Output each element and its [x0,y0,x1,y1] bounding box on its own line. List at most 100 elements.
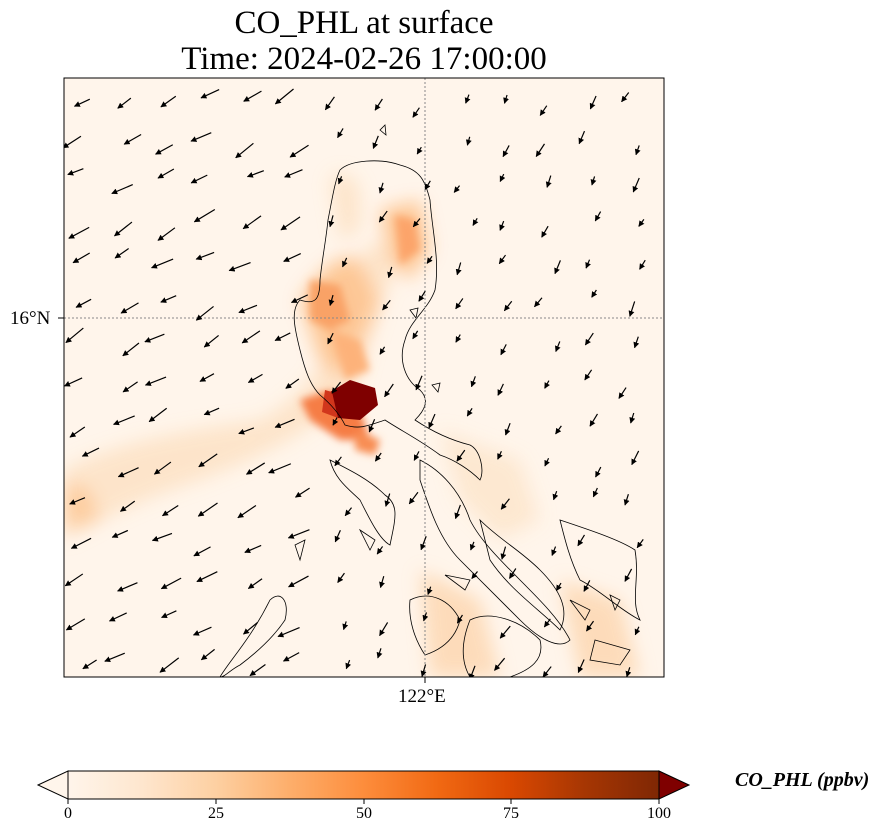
wind-arrow [376,546,384,555]
wind-arrow [242,215,262,230]
wind-arrow [554,260,561,275]
wind-arrow [499,173,506,183]
wind-arrow [629,412,636,424]
wind-arrow [424,180,431,191]
wind-arrow [372,135,379,149]
wind-arrow [412,330,419,340]
wind-arrow [544,457,550,467]
wind-arrow [68,226,90,239]
wind-arrow [503,94,509,104]
wind-arrow [623,494,630,506]
wind-arrow [379,346,386,355]
wind-arrow [384,383,394,398]
wind-arrow [456,449,466,462]
wind-arrow [243,90,262,102]
wind-arrow [577,659,585,674]
wind-arrow [384,493,391,507]
wind-arrow [420,536,427,551]
wind-arrow [499,625,511,639]
wind-arrow [117,582,138,592]
wind-arrow [122,342,140,357]
wind-arrow [327,332,334,345]
wind-arrow [268,463,292,474]
wind-arrow [455,334,462,343]
wind-arrow [504,422,511,436]
wind-arrow [155,144,174,155]
wind-arrow [413,451,420,461]
wind-arrow [288,575,309,588]
wind-arrow [422,612,429,622]
wind-arrow [454,504,461,520]
wind-arrow [345,659,352,670]
wind-arrow [122,381,138,393]
wind-arrow [157,227,176,241]
coastline [219,124,641,677]
wind-arrow [246,170,265,178]
wind-arrow [157,168,175,179]
wind-arrow [193,208,216,223]
wind-arrow [148,407,168,423]
wind-arrow [631,450,640,466]
wind-arrow [283,253,301,262]
wind-arrow [584,369,593,381]
colorbar-tick-50: 50 [356,805,372,822]
wind-arrow [228,262,251,272]
wind-arrow [324,96,335,111]
map-title-time: Time: 2024-02-26 17:00:00 [181,41,547,77]
wind-arrow [64,135,82,149]
wind-arrow [497,450,503,460]
wind-arrow [190,132,212,142]
wind-arrow [120,500,136,512]
wind-arrow [344,507,353,517]
wind-arrow [111,529,129,538]
wind-arrow [387,266,394,279]
wind-arrow [535,143,546,158]
wind-arrow [634,626,641,636]
wind-arrow [151,532,173,542]
wind-arrow [238,427,255,435]
wind-arrow [235,142,254,159]
wind-arrow [455,298,464,310]
wind-arrow [502,145,510,158]
wind-arrow [469,665,476,677]
wind-arrow [199,373,215,382]
wind-arrow [114,248,129,259]
wind-arrow [577,534,586,547]
wind-arrow [453,185,461,193]
wind-arrow [412,107,420,118]
wind-arrow [64,573,84,587]
wind-arrow [503,300,513,312]
wind-arrow [494,657,506,671]
wind-arrow [294,487,310,498]
wind-arrow [500,546,507,560]
wind-arrow [590,176,597,186]
wind-arrow [337,572,345,583]
wind-arrow [408,491,419,505]
wind-arrow [200,88,220,99]
wind-arrow [378,210,388,223]
co-hotspot [330,380,378,420]
colorbar-label: CO_PHL (ppbv) [735,769,870,791]
wind-arrow [287,529,310,539]
wind-arrow [418,290,426,302]
wind-arrow [334,456,342,467]
wind-arrow [284,169,303,178]
wind-arrow [455,262,462,276]
wind-arrow [144,376,167,386]
wind-arrow [624,568,633,582]
wind-arrow [72,252,90,264]
wind-arrow [465,136,472,146]
wind-arrow [544,380,550,389]
wind-arrow [282,652,300,662]
wind-arrow [144,333,165,343]
wind-arrow [195,251,215,261]
wind-arrow [160,95,177,108]
wind-arrow [111,184,133,195]
wind-arrow [113,415,135,426]
wind-arrow [426,255,433,264]
wind-arrow [337,128,344,139]
wind-arrow [378,182,385,194]
wind-arrow [420,664,427,677]
wind-arrow [160,295,177,303]
wind-arrow [426,586,433,595]
